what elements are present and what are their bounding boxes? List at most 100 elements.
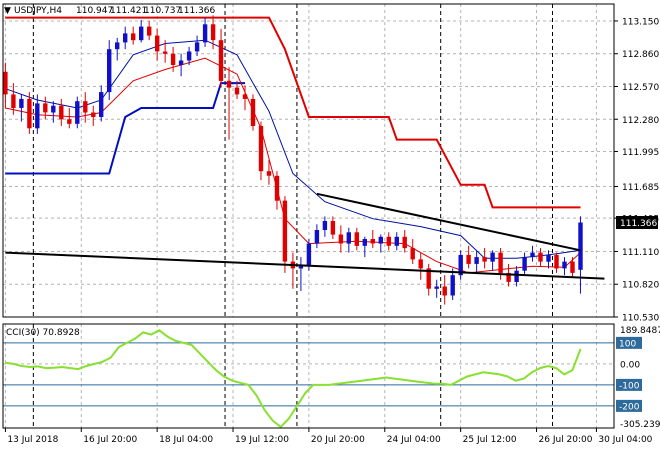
candle-body [418,259,423,269]
candle-body [362,239,367,246]
candle-body [202,24,208,43]
candle-body [354,232,359,246]
candle-body [234,87,240,95]
candle-body [426,268,431,289]
candle-body [538,252,543,262]
price-tick-label: 110.530 [622,314,659,324]
cci-tick-label: 0.00 [620,360,640,370]
candle-body [99,92,104,117]
time-tick-label: 13 Jul 2018 [7,435,58,445]
price-tick-label: 111.685 [622,183,659,193]
cci-grid [3,324,614,428]
candle-body [546,254,551,262]
candle-body [178,60,184,65]
candle-body [554,254,559,269]
candle-body [498,252,503,273]
candle-body [314,230,320,244]
candle-body [226,80,232,88]
chart-header: ▼ USDJPY,H4 110.947 111.421 110.737 111.… [4,6,215,16]
price-badge: 111.366 [616,216,658,229]
candle-body [370,239,375,244]
candle-body [306,243,312,267]
candle-body [147,26,152,36]
cci-tick-label: 189.8487 [620,326,660,336]
time-tick-label: 18 Jul 04:00 [159,435,213,445]
price-tick-label: 112.570 [622,83,659,93]
price-tick-label: 113.150 [622,17,659,27]
symbol-label: USDJPY,H4 [14,6,62,16]
candle-body [19,98,24,108]
time-tick-label: 25 Jul 12:00 [463,435,517,445]
cci-level-badge [616,378,642,391]
candle-body [123,33,128,43]
candle-body [562,261,567,269]
candle-body [83,101,88,113]
candles [3,15,583,305]
time-tick-label: 20 Jul 20:00 [311,435,365,445]
candle-body [570,261,575,273]
ohlc-high: 111.421 [110,6,147,16]
candle-body [35,103,40,129]
cci-axis: 189.8487 100 0.00 -100 -200 -305.2397 [616,326,660,430]
price-tick-label: 110.820 [622,281,659,291]
cci-level-badge [616,399,642,412]
candle-body [506,272,511,282]
time-tick-label: 16 Jul 20:00 [83,435,137,445]
candle-body [338,234,344,244]
candle-body [466,254,471,264]
candle-body [162,51,168,54]
cci-level-label: 100 [619,339,636,349]
time-tick-label: 19 Jul 12:00 [235,435,289,445]
time-tick-label: 24 Jul 04:00 [387,435,441,445]
trendline [316,192,581,252]
cci-title: CCI(30) 70.8928 [6,328,80,338]
time-tick-label: 30 Jul 04:00 [598,435,652,445]
price-badge-bg [616,216,658,229]
trendlines [5,192,605,280]
price-badge-text: 111.366 [620,219,657,229]
ma-fast-line [5,39,581,259]
price-tick-label: 111.110 [622,248,659,258]
candle-body [474,257,479,264]
candle-body [450,275,455,296]
candle-body [131,33,136,41]
session-separators [32,4,554,428]
candle-body [530,252,535,258]
candle-body [115,42,120,50]
candle-body [394,236,399,246]
candle-body [282,200,288,262]
cci-level-label: -100 [619,381,640,391]
candle-body [242,94,248,99]
candle-body [386,236,391,246]
candle-body [107,49,112,93]
candle-body [11,94,16,108]
candle-body [410,248,415,260]
candle-body [274,175,280,201]
candle-body [346,232,351,244]
candle-body [51,105,56,113]
candle-body [266,171,272,176]
candle-body [27,98,32,129]
price-tick-label: 111.995 [622,148,659,158]
candle-body [578,222,583,270]
cci-line [5,329,582,429]
candle-body [250,98,256,126]
candle-body [155,35,160,52]
candle-body [67,119,72,124]
candle-body [59,105,64,120]
candle-body [186,51,192,61]
candle-body [482,257,487,262]
candle-body [218,40,224,81]
upper-band-line [5,16,581,209]
price-tick-label: 112.860 [622,50,659,60]
dropdown-arrow-icon[interactable]: ▼ [4,6,11,16]
time-axis: 13 Jul 2018 16 Jul 20:00 18 Jul 04:00 19 Ju… [4,428,653,445]
candle-body [514,270,519,282]
candle-body [139,26,144,41]
cci-tick-label: -305.2397 [620,420,660,430]
trendline [5,251,605,280]
candle-body [258,126,264,172]
candle-body [402,236,407,249]
